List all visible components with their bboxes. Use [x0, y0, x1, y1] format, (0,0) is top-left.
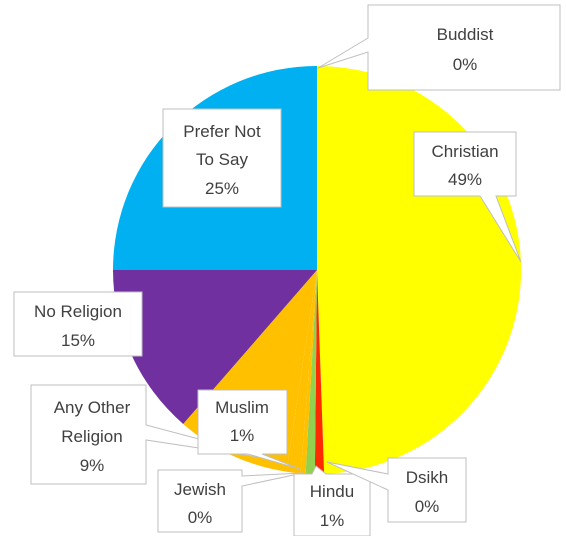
callout-hindu-name: Hindu — [310, 482, 354, 501]
callout-other-value: 9% — [80, 456, 105, 475]
callout-prefer-value: 25% — [205, 179, 239, 198]
callout-no-religion: No Religion 15% — [13, 291, 143, 357]
callout-hindu-value: 1% — [320, 511, 345, 530]
callout-jewish-name: Jewish — [174, 480, 226, 499]
pie-slice-no-religion — [113, 270, 317, 424]
callout-jewish: Jewish 0% — [157, 469, 304, 533]
callout-christian: Christian 49% — [413, 131, 522, 263]
callout-prefer-line2: To Say — [196, 150, 248, 169]
callout-christian-name: Christian — [431, 142, 498, 161]
callout-prefer-line1: Prefer Not — [183, 122, 261, 141]
callout-other-line2: Religion — [61, 427, 122, 446]
callout-hindu: Hindu 1% — [293, 465, 371, 536]
pie-slice-christian — [317, 65, 522, 474]
callout-any-other-religion: Any Other Religion 9% — [30, 384, 279, 485]
callout-muslim-value: 1% — [230, 426, 255, 445]
pie-slice-dsikh — [314, 270, 325, 475]
callout-other-line1: Any Other — [54, 398, 131, 417]
callout-dsikh: Dsikh 0% — [326, 457, 467, 523]
callout-christian-value: 49% — [448, 170, 482, 189]
callout-buddist: Buddist 0% — [317, 4, 561, 91]
pie-slice-muslim — [286, 270, 317, 474]
callout-no-religion-name: No Religion — [34, 302, 122, 321]
callout-buddist-value: 0% — [453, 55, 478, 74]
callout-dsikh-value: 0% — [415, 497, 440, 516]
pie-slice-hindu — [305, 270, 317, 474]
callout-buddist-name: Buddist — [437, 25, 494, 44]
callout-muslim: Muslim 1% — [197, 389, 301, 470]
callout-prefer-not-to-say: Prefer Not To Say 25% — [162, 108, 282, 208]
callout-muslim-name: Muslim — [215, 398, 269, 417]
callout-no-religion-value: 15% — [61, 331, 95, 350]
callout-dsikh-name: Dsikh — [406, 468, 449, 487]
pie-slice-jewish — [300, 270, 317, 474]
callout-jewish-value: 0% — [188, 508, 213, 527]
